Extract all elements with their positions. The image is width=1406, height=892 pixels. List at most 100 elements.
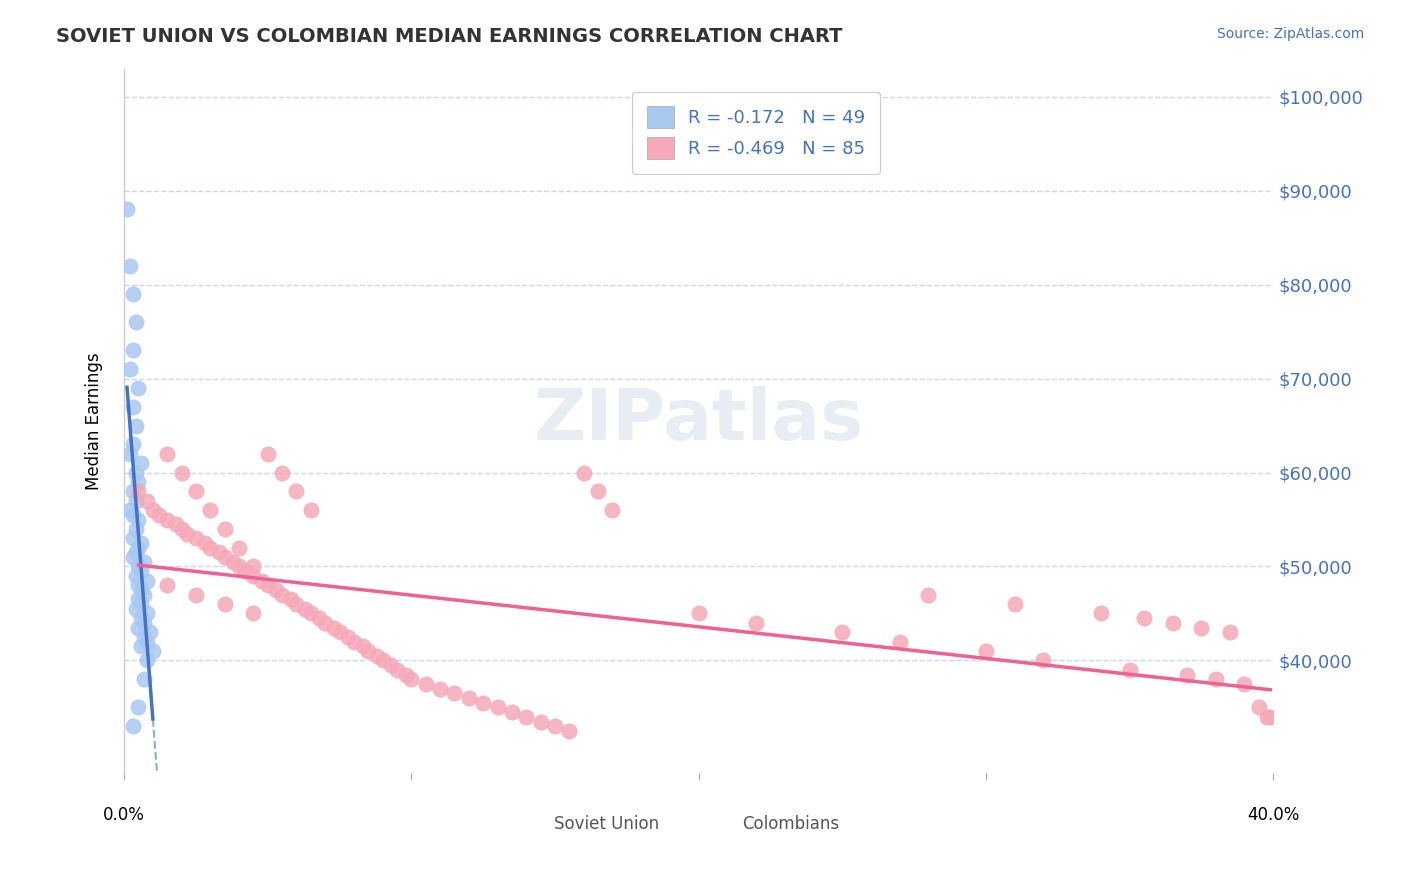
Point bbox=[501, 705, 523, 719]
Point bbox=[745, 615, 768, 630]
Point bbox=[831, 625, 853, 640]
Point bbox=[337, 630, 360, 644]
Point bbox=[688, 607, 710, 621]
Point bbox=[193, 536, 215, 550]
Point bbox=[148, 508, 170, 522]
Point bbox=[228, 559, 250, 574]
Point bbox=[515, 710, 537, 724]
Point bbox=[1118, 663, 1140, 677]
Point bbox=[121, 531, 143, 545]
Point bbox=[299, 607, 322, 621]
Point bbox=[134, 555, 156, 569]
Point bbox=[124, 522, 146, 536]
Point bbox=[294, 601, 316, 615]
Point bbox=[128, 381, 150, 395]
Point bbox=[131, 597, 153, 611]
Point bbox=[429, 681, 451, 696]
Point bbox=[974, 644, 997, 658]
Point bbox=[128, 475, 150, 489]
Point bbox=[486, 700, 509, 714]
Point bbox=[285, 484, 308, 499]
Point bbox=[121, 550, 143, 565]
Point bbox=[128, 559, 150, 574]
Text: SOVIET UNION VS COLOMBIAN MEDIAN EARNINGS CORRELATION CHART: SOVIET UNION VS COLOMBIAN MEDIAN EARNING… bbox=[56, 27, 842, 45]
Point bbox=[256, 447, 278, 461]
Point bbox=[142, 503, 165, 517]
Text: 0.0%: 0.0% bbox=[103, 806, 145, 824]
Point bbox=[917, 588, 939, 602]
Point bbox=[156, 578, 179, 592]
Point bbox=[128, 700, 150, 714]
Point bbox=[271, 588, 294, 602]
Point bbox=[128, 541, 150, 555]
Point bbox=[131, 582, 153, 597]
Point bbox=[118, 503, 141, 517]
Point bbox=[1004, 597, 1026, 611]
Point bbox=[121, 508, 143, 522]
Point bbox=[131, 536, 153, 550]
Point bbox=[214, 550, 236, 565]
Point bbox=[472, 696, 495, 710]
Point bbox=[156, 447, 179, 461]
Point bbox=[134, 588, 156, 602]
Point bbox=[443, 686, 465, 700]
Point bbox=[401, 672, 423, 686]
Point bbox=[530, 714, 553, 729]
Point bbox=[385, 663, 408, 677]
Point bbox=[128, 592, 150, 607]
Point bbox=[121, 437, 143, 451]
Point bbox=[131, 456, 153, 470]
Point bbox=[200, 541, 222, 555]
Legend: R = -0.172   N = 49, R = -0.469   N = 85: R = -0.172 N = 49, R = -0.469 N = 85 bbox=[633, 92, 880, 174]
Point bbox=[124, 569, 146, 583]
Point bbox=[222, 555, 245, 569]
Point bbox=[118, 362, 141, 376]
Point bbox=[136, 493, 159, 508]
Point bbox=[329, 625, 352, 640]
Text: Colombians: Colombians bbox=[742, 815, 839, 833]
Text: 40.0%: 40.0% bbox=[1247, 806, 1299, 824]
Point bbox=[136, 607, 159, 621]
Point bbox=[131, 611, 153, 625]
Point bbox=[1133, 611, 1156, 625]
Point bbox=[250, 574, 273, 588]
Point bbox=[415, 677, 437, 691]
Point bbox=[586, 484, 609, 499]
Point bbox=[121, 343, 143, 358]
Text: ZIPatlas: ZIPatlas bbox=[533, 386, 863, 455]
Point bbox=[115, 202, 138, 217]
Point bbox=[1032, 653, 1054, 667]
Point bbox=[1219, 625, 1241, 640]
Point bbox=[1247, 700, 1270, 714]
Point bbox=[1161, 615, 1184, 630]
Text: Source: ZipAtlas.com: Source: ZipAtlas.com bbox=[1216, 27, 1364, 41]
Point bbox=[124, 493, 146, 508]
Point bbox=[1233, 677, 1256, 691]
Point bbox=[121, 400, 143, 414]
Point bbox=[299, 503, 322, 517]
Point bbox=[118, 447, 141, 461]
Point bbox=[124, 545, 146, 559]
Point bbox=[314, 615, 336, 630]
Point bbox=[457, 691, 479, 706]
Point bbox=[357, 644, 380, 658]
Point bbox=[136, 574, 159, 588]
Point bbox=[1175, 667, 1198, 681]
Point bbox=[128, 484, 150, 499]
Point bbox=[134, 615, 156, 630]
Point bbox=[128, 512, 150, 526]
Point bbox=[124, 315, 146, 329]
Point bbox=[285, 597, 308, 611]
Point bbox=[121, 287, 143, 301]
Point bbox=[136, 634, 159, 648]
Point bbox=[208, 545, 231, 559]
Point bbox=[602, 503, 624, 517]
Point bbox=[136, 653, 159, 667]
Point bbox=[889, 634, 911, 648]
Point bbox=[1205, 672, 1227, 686]
Point bbox=[233, 564, 256, 578]
Point bbox=[142, 644, 165, 658]
Point bbox=[121, 719, 143, 733]
Point bbox=[200, 503, 222, 517]
Point bbox=[165, 517, 187, 532]
